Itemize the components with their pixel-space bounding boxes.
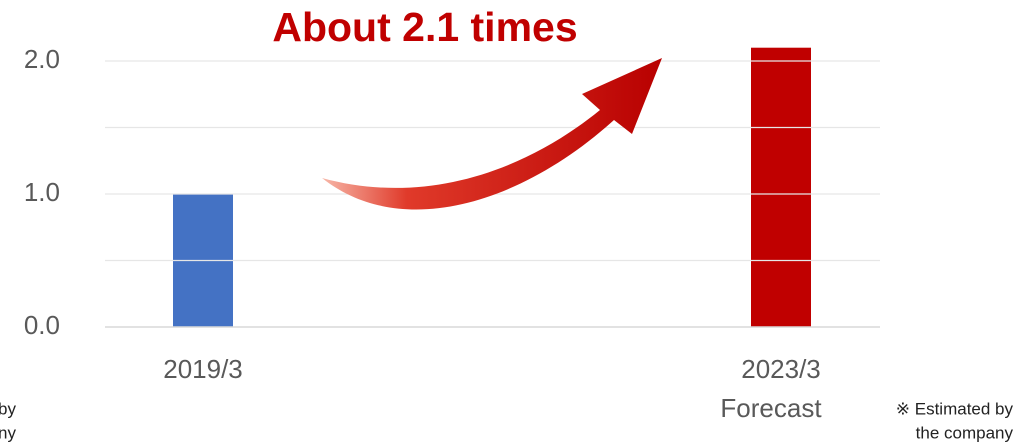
x-tick-label: 2019/3 — [163, 354, 243, 384]
y-tick-label: 0.0 — [24, 310, 60, 340]
footnote: the company — [916, 423, 1014, 442]
x-tick-sublabel: Forecast — [720, 393, 822, 423]
footnote: ※ Estimated by — [896, 399, 1014, 418]
annotation: About 2.1 times — [272, 4, 577, 50]
x-tick-label: 2023/3 — [741, 354, 821, 384]
footnote-cropped: the company — [0, 423, 16, 442]
growth-arrow — [322, 58, 662, 210]
bar — [751, 47, 811, 327]
y-tick-label: 1.0 — [24, 177, 60, 207]
y-tick-label: 2.0 — [24, 44, 60, 74]
footnote-cropped: ※ Estimated by — [0, 399, 16, 418]
